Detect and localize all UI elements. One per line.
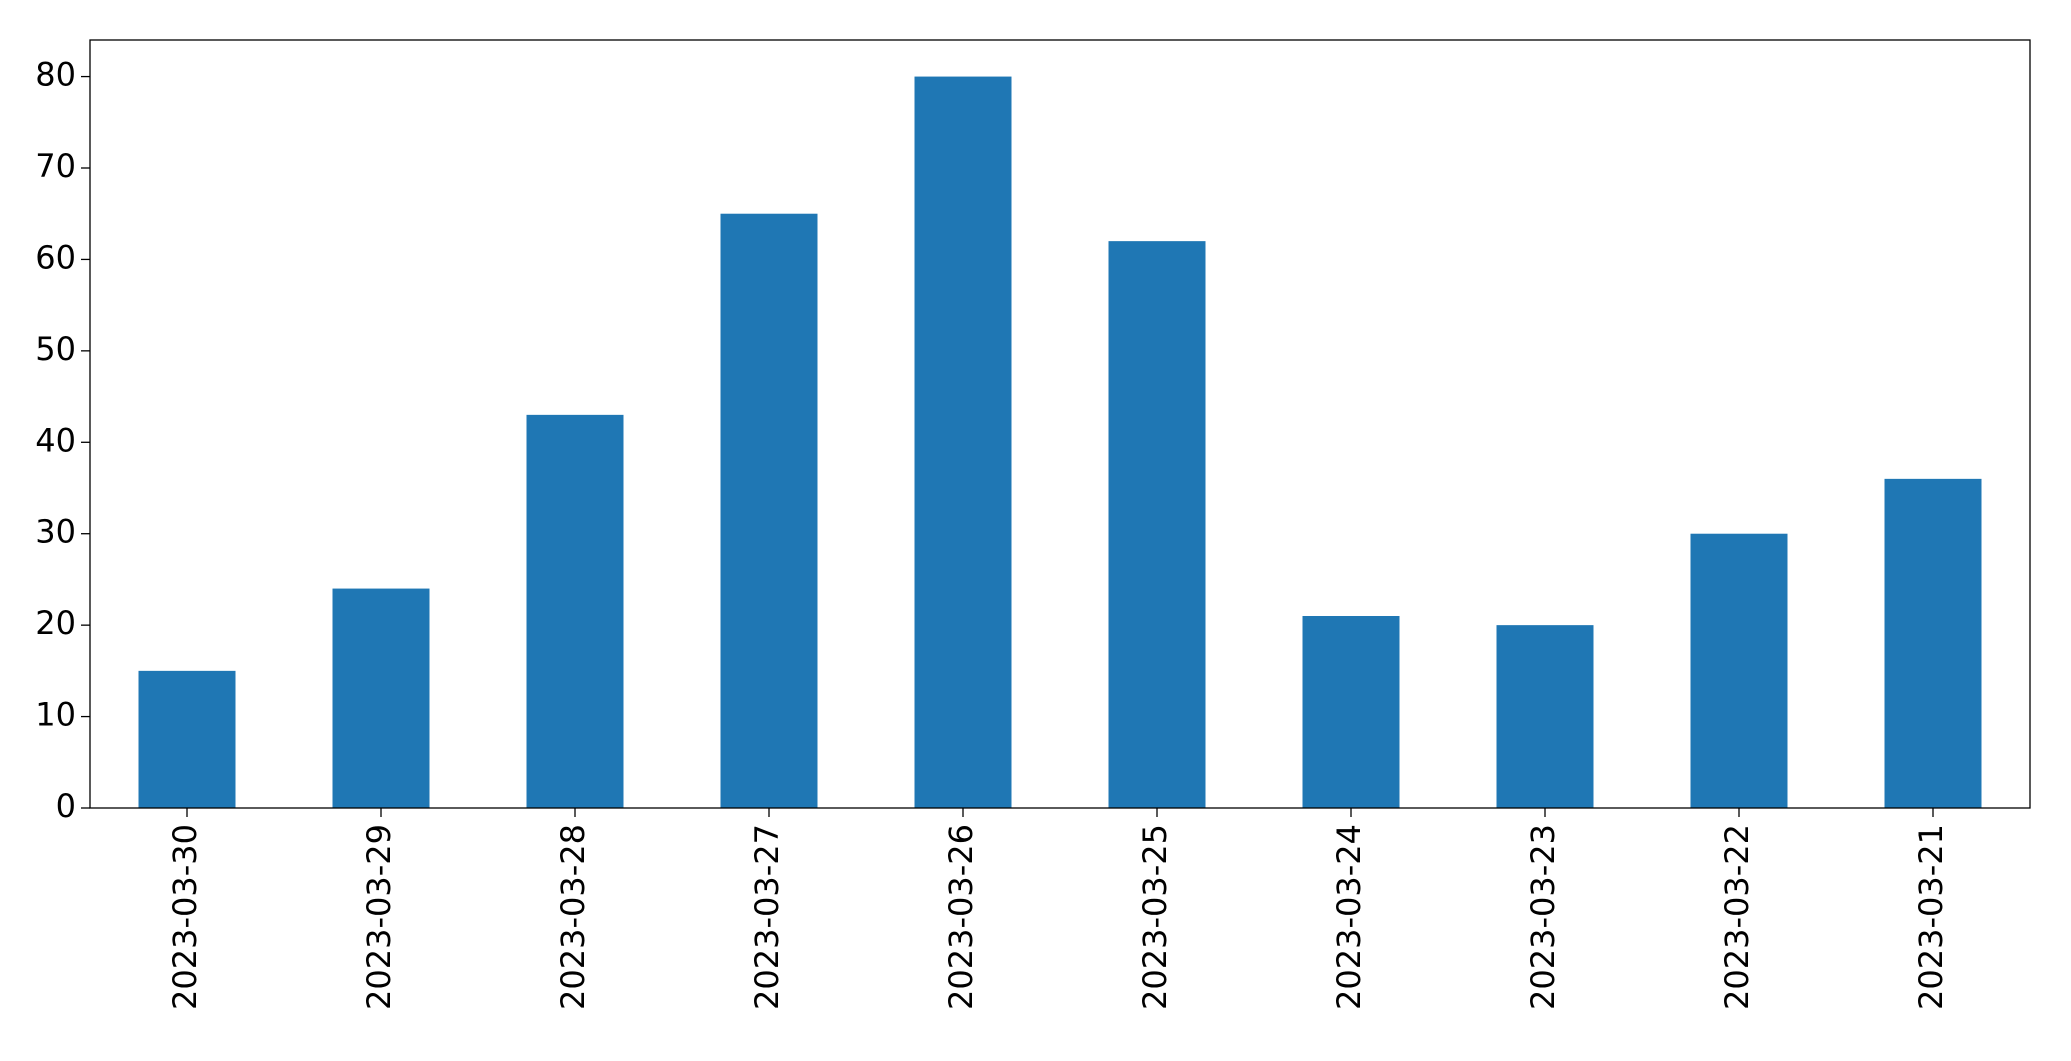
x-tick-label: 2023-03-29	[360, 824, 398, 1010]
plot-frame	[89, 39, 2031, 809]
bar	[1884, 478, 1982, 808]
y-tick-label: 60	[35, 238, 76, 276]
x-tick-label: 2023-03-26	[942, 824, 980, 1010]
bar	[526, 414, 624, 808]
y-tick-label: 20	[35, 604, 76, 642]
x-tick-label: 2023-03-30	[166, 824, 204, 1010]
y-tick-label: 30	[35, 513, 76, 551]
bar	[332, 588, 430, 808]
x-tick-label: 2023-03-23	[1524, 824, 1562, 1010]
y-tick-label: 0	[56, 787, 76, 825]
y-tick-label: 40	[35, 421, 76, 459]
y-tick-label: 10	[35, 696, 76, 734]
bar	[1108, 241, 1206, 809]
x-tick-label: 2023-03-27	[748, 824, 786, 1010]
x-tick-label: 2023-03-28	[554, 824, 592, 1010]
bar	[1496, 625, 1594, 808]
x-tick-label: 2023-03-24	[1330, 824, 1368, 1010]
bar	[1302, 616, 1400, 808]
x-tick-label: 2023-03-21	[1912, 824, 1950, 1010]
x-tick-label: 2023-03-25	[1136, 824, 1174, 1010]
y-tick-label: 70	[35, 147, 76, 185]
bar	[1690, 533, 1788, 808]
y-tick-label: 50	[35, 330, 76, 368]
bar	[138, 670, 236, 808]
bar	[914, 76, 1012, 809]
bar	[720, 213, 818, 808]
y-tick-label: 80	[35, 56, 76, 94]
x-tick-label: 2023-03-22	[1718, 824, 1756, 1010]
